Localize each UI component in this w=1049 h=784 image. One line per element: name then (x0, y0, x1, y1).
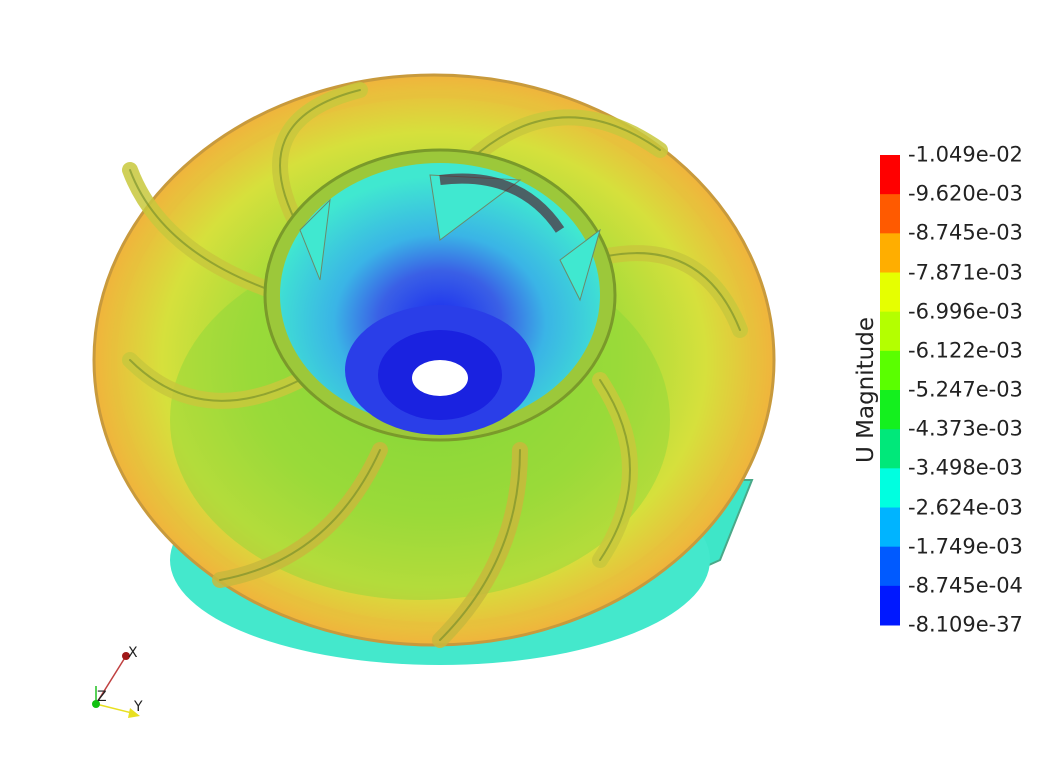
legend-color-10 (880, 546, 900, 587)
impeller-blades (122, 82, 748, 648)
x-axis-label: X (128, 645, 138, 661)
legend-color-3 (880, 272, 900, 313)
legend-tick-label: -7.871e-03 (908, 260, 1023, 284)
legend-color-8 (880, 468, 900, 508)
legend-color-4 (880, 311, 900, 352)
legend-tick-label: -8.745e-03 (908, 220, 1023, 245)
legend-color-6 (880, 390, 900, 430)
legend-tick-label: -8.109e-37 (908, 612, 1023, 637)
legend-color-9 (880, 507, 900, 548)
legend-title: U Magnitude (853, 317, 879, 463)
legend-color-2 (880, 233, 900, 273)
legend-color-0 (880, 155, 900, 195)
legend-colorbar (880, 155, 900, 626)
legend-color-11 (880, 585, 900, 626)
legend-tick-label: -5.247e-03 (908, 377, 1023, 402)
z-axis-label: Z (97, 689, 107, 705)
legend-tick-label: -4.373e-03 (908, 416, 1023, 441)
legend-tick-label: -6.122e-03 (908, 338, 1023, 363)
y-axis-label: Y (134, 699, 143, 715)
legend-color-1 (880, 194, 900, 234)
impeller-eye (263, 148, 617, 442)
legend-tick-label: -1.749e-03 (908, 534, 1023, 559)
legend-tick-label: -8.745e-04 (908, 573, 1023, 598)
legend-tick-label: -6.996e-03 (908, 299, 1023, 324)
orientation-axes (92, 652, 140, 718)
legend-color-5 (880, 350, 900, 391)
legend-tick-label: -9.620e-03 (908, 181, 1023, 206)
legend-tick-label: -3.498e-03 (908, 455, 1023, 480)
legend-color-7 (880, 429, 900, 469)
legend-tick-label: -1.049e-02 (908, 142, 1023, 167)
legend-tick-label: -2.624e-03 (908, 495, 1023, 519)
